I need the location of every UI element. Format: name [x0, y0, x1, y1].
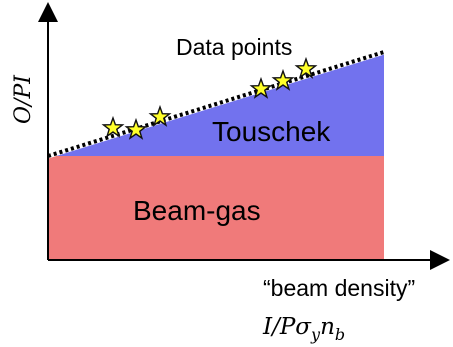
touschek-label: Touschek [212, 116, 331, 147]
formula-sub-b: b [335, 325, 345, 344]
x-axis-label: “beam density” [263, 275, 415, 301]
data-points-label: Data points [176, 34, 292, 60]
formula-sub-y: y [310, 325, 321, 344]
x-axis-formula: I/Pσynb [262, 314, 345, 344]
formula-main: I/Pσ [262, 314, 312, 340]
beam-gas-region [48, 156, 384, 260]
y-axis-label: O/PI [11, 74, 36, 124]
fit-line [47, 50, 385, 158]
formula-mid: n [320, 314, 335, 340]
beam-gas-label: Beam-gas [133, 195, 261, 226]
